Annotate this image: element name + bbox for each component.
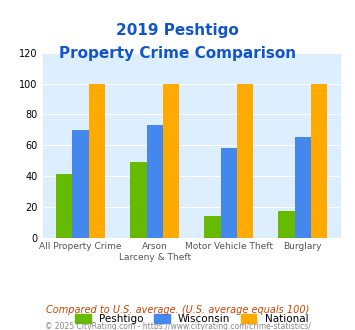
Bar bbox=[89, 83, 105, 238]
Bar bbox=[311, 83, 327, 238]
Text: 2019 Peshtigo: 2019 Peshtigo bbox=[116, 23, 239, 38]
Bar bbox=[163, 83, 179, 238]
Bar bbox=[295, 138, 311, 238]
Bar bbox=[278, 212, 295, 238]
Text: © 2025 CityRating.com - https://www.cityrating.com/crime-statistics/: © 2025 CityRating.com - https://www.city… bbox=[45, 322, 310, 330]
Bar bbox=[237, 83, 253, 238]
Bar bbox=[220, 148, 237, 238]
Legend: Peshtigo, Wisconsin, National: Peshtigo, Wisconsin, National bbox=[71, 310, 312, 328]
Text: Property Crime Comparison: Property Crime Comparison bbox=[59, 46, 296, 61]
Bar bbox=[204, 216, 220, 238]
Bar bbox=[130, 162, 147, 238]
Bar bbox=[147, 125, 163, 238]
Bar bbox=[72, 130, 89, 238]
Bar bbox=[56, 175, 72, 238]
Text: Compared to U.S. average. (U.S. average equals 100): Compared to U.S. average. (U.S. average … bbox=[46, 305, 309, 315]
